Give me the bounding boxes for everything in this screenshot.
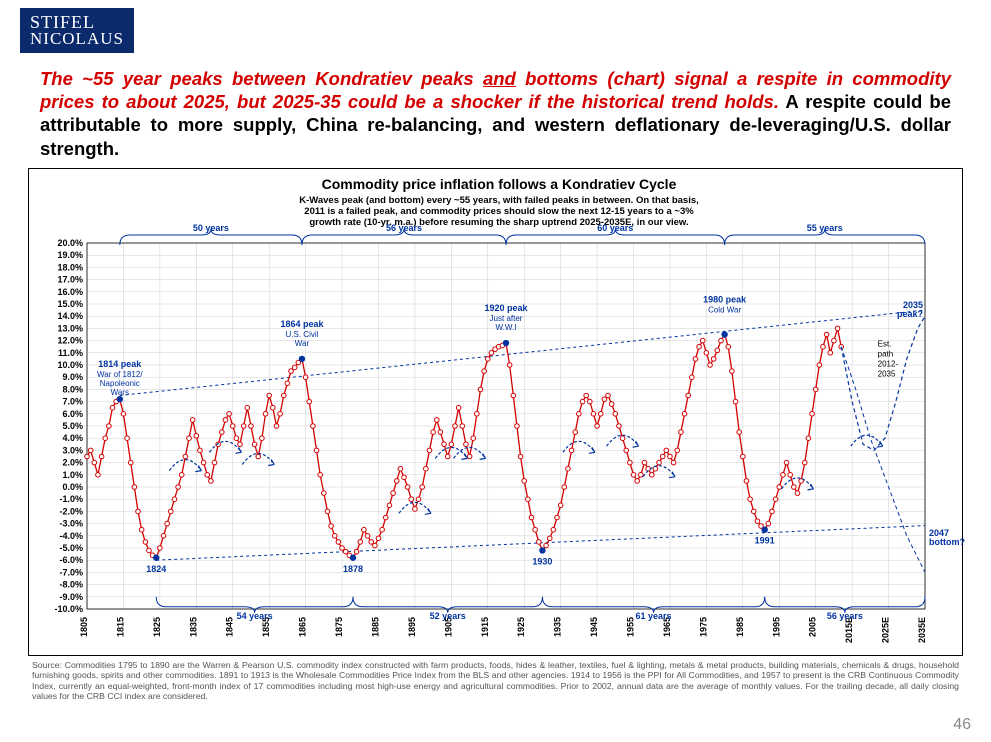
svg-text:56 years: 56 years [386, 223, 422, 233]
svg-text:1935: 1935 [553, 617, 563, 637]
kondratiev-chart: Commodity price inflation follows a Kond… [31, 173, 967, 653]
svg-text:Just after: Just after [490, 314, 523, 323]
source-note: Source: Commodities 1795 to 1890 are the… [32, 660, 959, 702]
svg-text:56 years: 56 years [827, 611, 863, 621]
page-number: 46 [953, 716, 971, 734]
svg-text:-5.0%: -5.0% [59, 543, 83, 553]
svg-text:Commodity price inflation foll: Commodity price inflation follows a Kond… [322, 176, 677, 192]
svg-text:2035E: 2035E [917, 617, 927, 643]
svg-text:W.W.I: W.W.I [496, 323, 517, 332]
svg-text:1920 peak: 1920 peak [484, 303, 528, 313]
svg-text:bottom?: bottom? [929, 537, 965, 547]
svg-text:1845: 1845 [225, 617, 235, 637]
svg-text:-6.0%: -6.0% [59, 555, 83, 565]
svg-text:14.0%: 14.0% [57, 311, 83, 321]
svg-text:1915: 1915 [480, 617, 490, 637]
svg-text:U.S. Civil: U.S. Civil [286, 330, 319, 339]
svg-text:1815: 1815 [115, 617, 125, 637]
svg-text:2015E: 2015E [844, 617, 854, 643]
svg-text:1805: 1805 [79, 617, 89, 637]
headline: The ~55 year peaks between Kondratiev pe… [40, 67, 951, 160]
svg-text:Est.: Est. [878, 339, 892, 348]
svg-text:-1.0%: -1.0% [59, 494, 83, 504]
svg-text:War: War [295, 339, 310, 348]
svg-text:50 years: 50 years [193, 223, 229, 233]
svg-text:1995: 1995 [771, 617, 781, 637]
svg-text:path: path [878, 349, 894, 358]
svg-text:Wars: Wars [111, 388, 129, 397]
svg-text:-8.0%: -8.0% [59, 579, 83, 589]
svg-text:-3.0%: -3.0% [59, 518, 83, 528]
svg-text:61 years: 61 years [636, 611, 672, 621]
svg-text:Napoleonic: Napoleonic [100, 379, 140, 388]
svg-text:K-Waves peak (and bottom) ever: K-Waves peak (and bottom) every ~55 year… [299, 195, 699, 206]
svg-text:1814 peak: 1814 peak [98, 359, 142, 369]
svg-text:15.0%: 15.0% [57, 299, 83, 309]
logo: STIFEL NICOLAUS [20, 8, 134, 53]
svg-text:52 years: 52 years [430, 611, 466, 621]
svg-text:6.0%: 6.0% [62, 409, 83, 419]
svg-text:1925: 1925 [516, 617, 526, 637]
svg-text:9.0%: 9.0% [62, 372, 83, 382]
svg-text:54 years: 54 years [237, 611, 273, 621]
svg-text:2012-: 2012- [878, 359, 899, 368]
svg-text:7.0%: 7.0% [62, 396, 83, 406]
svg-text:1975: 1975 [698, 617, 708, 637]
svg-text:1955: 1955 [626, 617, 636, 637]
svg-text:1875: 1875 [334, 617, 344, 637]
svg-text:60 years: 60 years [597, 223, 633, 233]
svg-text:1885: 1885 [370, 617, 380, 637]
svg-text:3.0%: 3.0% [62, 445, 83, 455]
svg-text:10.0%: 10.0% [57, 360, 83, 370]
svg-text:1824: 1824 [146, 563, 166, 573]
svg-text:5.0%: 5.0% [62, 421, 83, 431]
slide: STIFEL NICOLAUS The ~55 year peaks betwe… [0, 0, 991, 742]
svg-text:1864 peak: 1864 peak [280, 319, 324, 329]
svg-text:1930: 1930 [532, 556, 552, 566]
svg-text:16.0%: 16.0% [57, 287, 83, 297]
svg-text:4.0%: 4.0% [62, 433, 83, 443]
svg-text:1980 peak: 1980 peak [703, 294, 747, 304]
svg-text:17.0%: 17.0% [57, 274, 83, 284]
svg-text:-7.0%: -7.0% [59, 567, 83, 577]
svg-text:1.0%: 1.0% [62, 470, 83, 480]
svg-text:2035: 2035 [878, 369, 896, 378]
svg-text:20.0%: 20.0% [57, 238, 83, 248]
svg-text:2005: 2005 [808, 617, 818, 637]
svg-text:1895: 1895 [407, 617, 417, 637]
svg-text:-4.0%: -4.0% [59, 531, 83, 541]
svg-text:13.0%: 13.0% [57, 323, 83, 333]
svg-text:1985: 1985 [735, 617, 745, 637]
svg-text:Cold War: Cold War [708, 305, 741, 314]
svg-text:19.0%: 19.0% [57, 250, 83, 260]
svg-text:-9.0%: -9.0% [59, 592, 83, 602]
svg-text:1865: 1865 [298, 617, 308, 637]
svg-text:8.0%: 8.0% [62, 384, 83, 394]
svg-text:1825: 1825 [152, 617, 162, 637]
logo-line2: NICOLAUS [30, 31, 124, 47]
svg-text:War of 1812/: War of 1812/ [97, 370, 143, 379]
svg-text:12.0%: 12.0% [57, 335, 83, 345]
svg-text:1991: 1991 [755, 535, 775, 545]
svg-text:2011 is a failed peak, and com: 2011 is a failed peak, and commodity pri… [304, 206, 694, 217]
svg-text:-10.0%: -10.0% [54, 604, 83, 614]
svg-text:2.0%: 2.0% [62, 457, 83, 467]
svg-text:55 years: 55 years [807, 223, 843, 233]
svg-text:1878: 1878 [343, 563, 363, 573]
chart-container: Commodity price inflation follows a Kond… [28, 168, 963, 656]
svg-text:18.0%: 18.0% [57, 262, 83, 272]
svg-text:1835: 1835 [188, 617, 198, 637]
svg-text:1945: 1945 [589, 617, 599, 637]
svg-text:0.0%: 0.0% [62, 482, 83, 492]
svg-text:peak?: peak? [897, 309, 923, 319]
svg-text:2025E: 2025E [881, 617, 891, 643]
svg-text:-2.0%: -2.0% [59, 506, 83, 516]
svg-text:11.0%: 11.0% [58, 348, 83, 358]
